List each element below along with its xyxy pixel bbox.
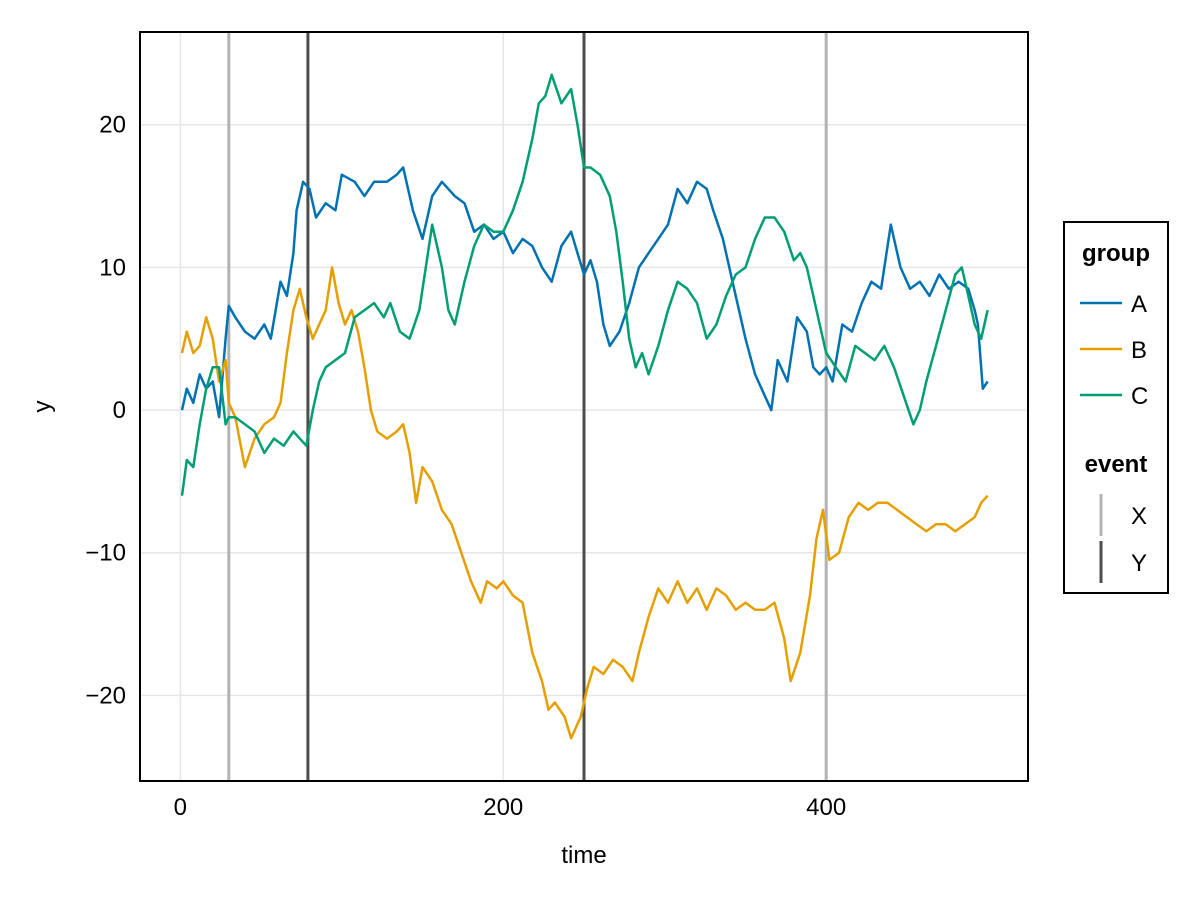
event-lines (227, 32, 828, 781)
series-line-a (180, 166, 989, 419)
legend-label-c: C (1131, 383, 1148, 410)
legend: group ABC event XY (1063, 221, 1169, 594)
y-tick-label: −10 (85, 540, 126, 567)
y-axis-label: y (29, 401, 56, 413)
series-lines (180, 73, 989, 740)
legend-label-x: X (1131, 503, 1147, 530)
y-tick-label: 20 (99, 112, 126, 139)
y-tick-label: −20 (85, 682, 126, 709)
series-line-b (180, 266, 989, 740)
legend-event-title: event (1085, 451, 1148, 478)
x-axis-label: time (561, 842, 606, 869)
legend-label-y: Y (1131, 550, 1147, 577)
series-line-c (180, 73, 989, 496)
y-tick-label: 0 (113, 397, 126, 424)
x-tick-label: 0 (174, 794, 187, 821)
legend-group-items: ABC (1080, 291, 1148, 410)
tick-labels: 0 200 400 −20 −10 0 10 20 (85, 112, 846, 821)
legend-label-b: B (1131, 337, 1147, 364)
x-tick-label: 200 (483, 794, 523, 821)
legend-box (1063, 221, 1169, 594)
legend-group-title: group (1082, 240, 1150, 267)
legend-event-items: XY (1099, 494, 1147, 583)
legend-label-a: A (1131, 291, 1147, 318)
y-tick-label: 10 (99, 254, 126, 281)
x-tick-label: 400 (806, 794, 846, 821)
plot-area-frame (139, 31, 1029, 782)
